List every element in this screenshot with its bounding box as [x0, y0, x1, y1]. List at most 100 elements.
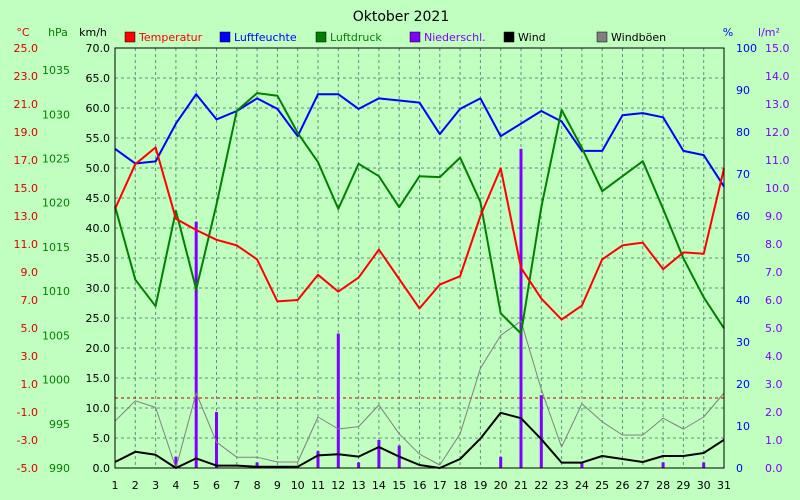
wind-tick-label: 35.0: [86, 252, 111, 265]
legend-label: Luftfeuchte: [234, 31, 297, 44]
pressure-tick-label: 990: [49, 462, 70, 475]
precipitation-tick-label: 8.0: [765, 238, 783, 251]
precipitation-tick-label: 4.0: [765, 350, 783, 363]
temperature-tick-label: 11.0: [14, 238, 39, 251]
precipitation-tick-label: 5.0: [765, 322, 783, 335]
precipitation-tick-label: 1.0: [765, 434, 783, 447]
wind-tick-label: 50.0: [86, 162, 111, 175]
pressure-tick-label: 1015: [42, 241, 70, 254]
precipitation-tick-label: 12.0: [765, 126, 790, 139]
precipitation-bar: [661, 462, 665, 468]
humidity-tick-label: 50: [736, 252, 750, 265]
precipitation-tick-label: 2.0: [765, 406, 783, 419]
chart-title: Oktober 2021: [353, 9, 450, 25]
precipitation-tick-label: 13.0: [765, 98, 790, 111]
temperature-tick-label: 25.0: [14, 42, 39, 55]
x-tick-label: 8: [254, 479, 261, 492]
precipitation-bar: [377, 440, 381, 468]
wind-unit-label: km/h: [79, 26, 107, 39]
wind-tick-label: 65.0: [86, 72, 111, 85]
wind-tick-label: 20.0: [86, 342, 111, 355]
precipitation-bar: [702, 462, 706, 468]
wind-tick-label: 0.0: [93, 462, 111, 475]
precipitation-tick-label: 14.0: [765, 70, 790, 83]
temperature-tick-label: 23.0: [14, 70, 39, 83]
precipitation-unit-label: l/m²: [758, 26, 780, 39]
x-tick-label: 18: [453, 479, 467, 492]
x-tick-label: 29: [676, 479, 690, 492]
x-tick-label: 27: [636, 479, 650, 492]
x-tick-label: 26: [616, 479, 630, 492]
temperature-tick-label: -3.0: [17, 434, 38, 447]
x-tick-label: 25: [595, 479, 609, 492]
temperature-tick-label: 7.0: [21, 294, 39, 307]
wind-tick-label: 70.0: [86, 42, 111, 55]
precipitation-bar: [336, 333, 340, 468]
precipitation-tick-label: 11.0: [765, 154, 790, 167]
humidity-tick-label: 60: [736, 210, 750, 223]
legend: Temperatur Luftfeuchte Luftdruck Niederschl…: [124, 31, 666, 44]
series-line-temperatur: [114, 146, 725, 321]
wind-tick-label: 60.0: [86, 102, 111, 115]
x-tick-label: 22: [534, 479, 548, 492]
x-tick-label: 20: [494, 479, 508, 492]
precipitation-bar: [539, 395, 543, 468]
wind-tick-label: 30.0: [86, 282, 111, 295]
pressure-tick-label: 1030: [42, 108, 70, 121]
x-tick-label: 14: [372, 479, 386, 492]
x-tick-label: 11: [311, 479, 325, 492]
x-tick-label: 6: [213, 479, 220, 492]
precipitation-bar: [357, 462, 361, 468]
wind-tick-label: 5.0: [93, 432, 111, 445]
x-tick-label: 7: [233, 479, 240, 492]
temperature-tick-label: 19.0: [14, 126, 39, 139]
precipitation-bar: [194, 221, 198, 468]
x-tick-label: 21: [514, 479, 528, 492]
series-line-windben: [114, 320, 725, 469]
x-tick-label: 1: [112, 479, 119, 492]
humidity-tick-label: 20: [736, 378, 750, 391]
x-tick-label: 23: [555, 479, 569, 492]
humidity-unit-label: %: [723, 26, 733, 39]
x-tick-label: 5: [193, 479, 200, 492]
wind-tick-label: 40.0: [86, 222, 111, 235]
x-tick-label: 10: [291, 479, 305, 492]
legend-swatch: [315, 31, 327, 43]
series-line-luftdruck: [114, 92, 725, 335]
temperature-tick-label: 13.0: [14, 210, 39, 223]
humidity-tick-label: 90: [736, 84, 750, 97]
x-tick-label: 3: [152, 479, 159, 492]
axis-tick-labels: 25.023.021.019.017.015.013.011.09.07.05.…: [14, 42, 790, 492]
precipitation-tick-label: 7.0: [765, 266, 783, 279]
pressure-tick-label: 1000: [42, 374, 70, 387]
wind-tick-label: 10.0: [86, 402, 111, 415]
precipitation-bar: [174, 456, 178, 468]
legend-label: Wind: [518, 31, 546, 44]
x-tick-label: 12: [331, 479, 345, 492]
temperature-tick-label: 3.0: [21, 350, 39, 363]
legend-swatch: [124, 31, 136, 43]
x-tick-label: 9: [274, 479, 281, 492]
legend-swatch: [219, 31, 231, 43]
pressure-tick-label: 1020: [42, 197, 70, 210]
humidity-tick-label: 100: [736, 42, 757, 55]
x-tick-label: 16: [413, 479, 427, 492]
temperature-tick-label: 17.0: [14, 154, 39, 167]
plot-frame: [114, 47, 725, 469]
pressure-tick-label: 1035: [42, 64, 70, 77]
x-tick-label: 17: [433, 479, 447, 492]
temperature-tick-label: -5.0: [17, 462, 38, 475]
series-line-luftfeuchte: [114, 93, 725, 188]
humidity-tick-label: 80: [736, 126, 750, 139]
x-tick-label: 28: [656, 479, 670, 492]
temperature-tick-label: 9.0: [21, 266, 39, 279]
precipitation-bar: [519, 148, 523, 469]
pressure-unit-label: hPa: [48, 26, 68, 39]
legend-swatch: [596, 31, 608, 43]
temperature-tick-label: -1.0: [17, 406, 38, 419]
temperature-unit-label: °C: [16, 26, 30, 39]
legend-label: Temperatur: [138, 31, 203, 44]
wind-tick-label: 45.0: [86, 192, 111, 205]
precipitation-bar: [255, 462, 259, 468]
wind-tick-label: 25.0: [86, 312, 111, 325]
